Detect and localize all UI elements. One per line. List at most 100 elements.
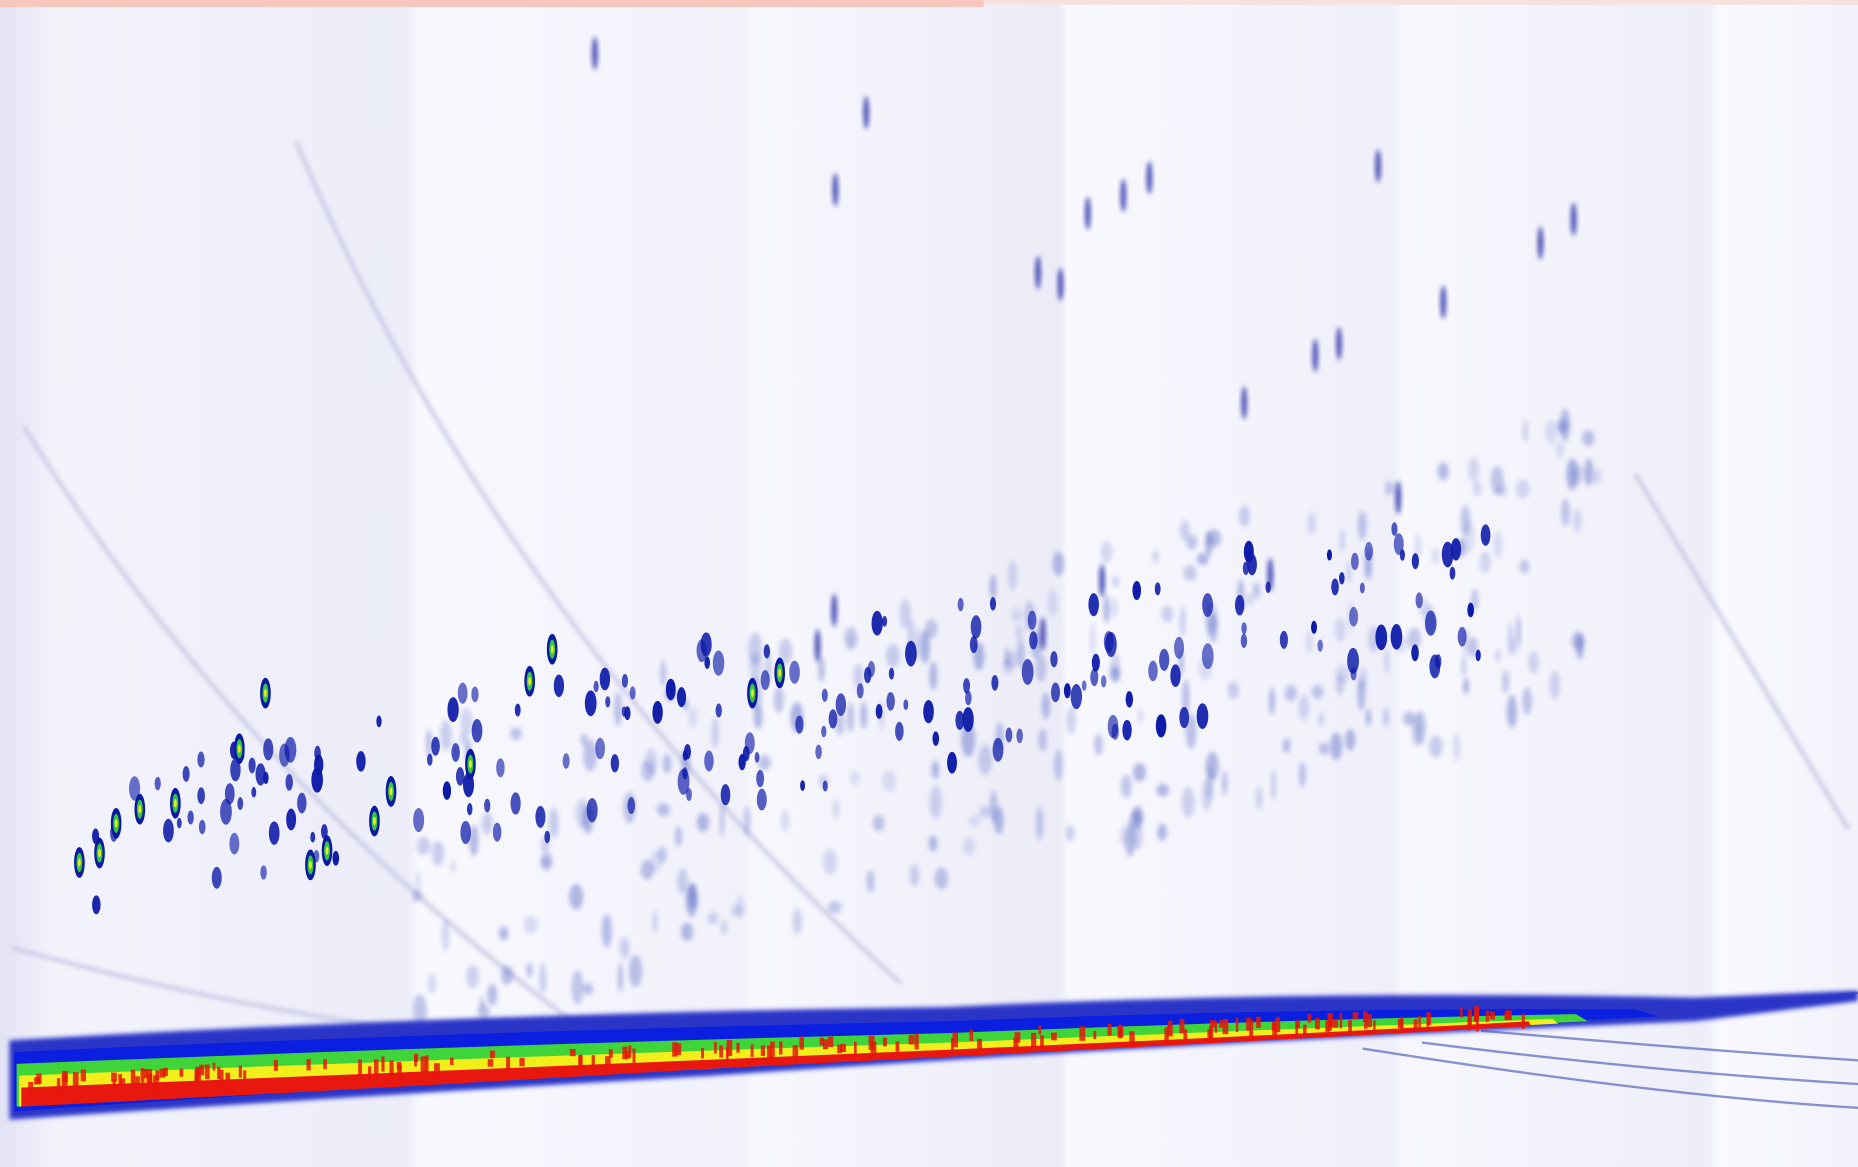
faint-spot	[1111, 669, 1120, 683]
band-spike	[1504, 1012, 1509, 1020]
spot	[716, 703, 722, 717]
spot	[815, 629, 821, 662]
faint-spot	[614, 692, 622, 726]
band-spike	[368, 1066, 371, 1079]
band-spike	[701, 1048, 704, 1059]
faint-spot	[1556, 441, 1564, 459]
spot	[990, 597, 996, 611]
faint-spot	[979, 806, 991, 818]
spot	[1179, 707, 1189, 728]
spot	[905, 641, 917, 667]
band-spike	[1223, 1019, 1229, 1034]
band-spike	[243, 1070, 246, 1080]
faint-spot	[1463, 521, 1475, 554]
faint-spot	[1463, 677, 1469, 694]
faint-spot	[1053, 552, 1064, 576]
spot	[963, 678, 970, 693]
faint-spot	[1003, 658, 1013, 674]
faint-spot	[1383, 708, 1389, 727]
faint-spot	[412, 889, 421, 902]
faint-spot	[539, 963, 546, 995]
faint-spot	[1520, 560, 1530, 574]
faint-spot	[720, 803, 725, 838]
faint-spot	[1245, 594, 1254, 606]
spot	[962, 707, 973, 732]
spot	[677, 687, 686, 707]
faint-spot	[818, 657, 824, 682]
faint-spot	[499, 926, 509, 940]
faint-spot	[932, 761, 939, 779]
spot	[286, 809, 296, 831]
faint-spot	[681, 923, 693, 941]
faint-spot	[1496, 484, 1507, 496]
spot-core	[751, 689, 754, 697]
spot	[1235, 595, 1244, 616]
spot	[1126, 691, 1133, 707]
spot	[1243, 562, 1249, 575]
faint-spot	[1162, 606, 1174, 623]
band-spike	[180, 1069, 184, 1077]
spot	[1351, 553, 1359, 570]
spot	[666, 679, 676, 701]
spot	[1104, 631, 1114, 653]
band-spike	[1418, 1016, 1420, 1030]
band-spike	[1363, 1011, 1368, 1022]
spot	[932, 731, 939, 745]
spot	[895, 722, 904, 741]
spot	[212, 867, 222, 889]
band-spike	[592, 1055, 595, 1069]
spot	[263, 772, 269, 784]
faint-spot	[744, 805, 751, 836]
spot	[443, 781, 451, 799]
band-spike	[1522, 1014, 1525, 1029]
spot	[1148, 661, 1157, 682]
spot-core	[778, 669, 781, 677]
faint-spot	[1228, 681, 1239, 699]
spot	[832, 173, 838, 206]
faint-spot	[689, 706, 698, 728]
spot	[447, 697, 458, 722]
spot	[1440, 286, 1446, 319]
faint-spot	[466, 965, 479, 989]
spot	[1090, 668, 1098, 686]
spot	[755, 752, 760, 763]
band-spike	[490, 1051, 495, 1059]
band-spike	[62, 1074, 68, 1089]
faint-spot	[583, 983, 594, 995]
spot	[1022, 659, 1034, 685]
faint-spot	[1256, 787, 1263, 810]
band-spike	[1164, 1027, 1168, 1043]
spot	[761, 670, 770, 690]
faint-spot	[1453, 733, 1461, 761]
spot	[592, 37, 598, 70]
band-spike	[1117, 1025, 1123, 1037]
spot	[472, 719, 483, 743]
band-spike	[854, 1042, 857, 1057]
faint-spot	[432, 841, 444, 867]
band-spike	[155, 1070, 159, 1079]
faint-spot	[1336, 674, 1344, 695]
faint-spot	[736, 895, 745, 918]
spot	[249, 758, 256, 774]
faint-spot	[482, 812, 493, 834]
faint-spot	[1318, 712, 1324, 726]
band-spike	[1295, 1022, 1298, 1038]
spot	[704, 751, 713, 772]
faint-spot	[823, 849, 837, 874]
faint-spot	[1285, 685, 1297, 701]
faint-spot	[1112, 576, 1120, 588]
spot	[600, 668, 610, 691]
spot	[863, 96, 869, 129]
spot	[1395, 481, 1401, 514]
spot	[652, 701, 662, 724]
band-spike	[736, 1043, 739, 1053]
faint-spot	[675, 826, 682, 847]
top-strip	[0, 0, 984, 7]
spot	[220, 799, 232, 825]
faint-spot	[1432, 548, 1439, 563]
spot	[92, 895, 101, 914]
faint-spot	[930, 661, 938, 690]
band-spike	[1236, 1017, 1238, 1032]
faint-spot	[1138, 709, 1143, 724]
band-spike	[1315, 1018, 1320, 1029]
